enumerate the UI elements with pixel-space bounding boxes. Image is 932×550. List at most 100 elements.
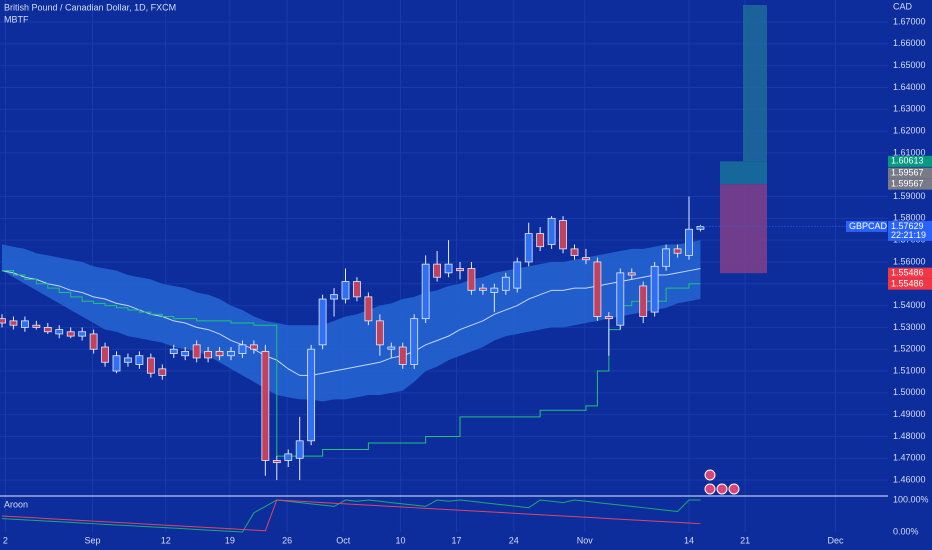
entry-label-box bbox=[888, 178, 932, 190]
candle-body bbox=[330, 294, 338, 300]
aroon-line bbox=[1, 499, 701, 532]
x-tick-label: 10 bbox=[395, 535, 405, 545]
candle-body bbox=[650, 265, 659, 313]
candle-body bbox=[238, 344, 247, 354]
y-tick-label: 1.49000 bbox=[893, 409, 926, 419]
candle-body bbox=[685, 228, 693, 256]
candle-body bbox=[673, 248, 682, 254]
candle-body bbox=[593, 261, 602, 317]
y-tick-label: 1.54000 bbox=[893, 300, 926, 310]
candle-body bbox=[101, 346, 109, 363]
candle-body bbox=[43, 326, 52, 333]
candle-body bbox=[410, 318, 419, 365]
candle-body bbox=[421, 263, 430, 320]
chart-subtitle: MBTF bbox=[4, 14, 29, 24]
candle-body bbox=[501, 276, 510, 291]
event-icon[interactable] bbox=[716, 483, 728, 495]
candle-body bbox=[467, 268, 476, 291]
candle-body bbox=[582, 257, 590, 261]
candle-body bbox=[261, 350, 270, 461]
candle-body bbox=[456, 268, 464, 272]
candle-body bbox=[192, 344, 201, 359]
x-tick-label: 21 bbox=[740, 535, 750, 545]
candle-body bbox=[616, 272, 625, 326]
event-icon[interactable] bbox=[728, 483, 740, 495]
y-tick-label: 1.61000 bbox=[893, 147, 926, 157]
y-tick-label: 1.66000 bbox=[893, 38, 926, 48]
candle-body bbox=[513, 261, 522, 289]
y-tick-label: 1.65000 bbox=[893, 60, 926, 70]
symbol-box bbox=[846, 220, 887, 232]
event-icons bbox=[704, 469, 740, 495]
candle-body bbox=[204, 350, 213, 359]
candle-body bbox=[272, 460, 281, 464]
candle-body bbox=[307, 348, 316, 442]
candle-body bbox=[444, 263, 453, 274]
stop-label: 1.55486 bbox=[891, 268, 924, 278]
entry-label: 1.59567 bbox=[891, 179, 924, 189]
y-tick-label: 1.59000 bbox=[893, 191, 926, 201]
candle-body bbox=[639, 285, 648, 317]
position-target-zone bbox=[743, 5, 767, 162]
plot bbox=[0, 5, 888, 481]
y-tick-label: 1.67000 bbox=[893, 16, 926, 26]
candle-body bbox=[181, 350, 190, 357]
x-tick-label: 2 bbox=[3, 535, 8, 545]
indicator-line bbox=[2, 270, 701, 457]
price-axis: 1.67000 1.66000 1.65000 1.64000 1.63000 1.620… bbox=[3, 16, 932, 545]
candle-body bbox=[364, 296, 373, 322]
y-tick-label: 1.47000 bbox=[893, 453, 926, 463]
stop-label-box bbox=[888, 278, 932, 290]
aroon-tick-label: 0.00% bbox=[893, 526, 919, 536]
position-profit-zone bbox=[720, 161, 767, 185]
x-tick-label: Oct bbox=[336, 535, 351, 545]
y-tick-label: 1.62000 bbox=[893, 125, 926, 135]
target-label-box bbox=[888, 155, 932, 167]
candle-body bbox=[215, 350, 224, 357]
x-tick-label: Sep bbox=[84, 535, 100, 545]
candle-body bbox=[169, 348, 178, 354]
last-price-box bbox=[888, 220, 932, 241]
candle-body bbox=[536, 233, 545, 248]
candle-body bbox=[9, 320, 18, 326]
x-tick-label: 14 bbox=[684, 535, 694, 545]
candle-body bbox=[78, 331, 87, 337]
entry-label: 1.59567 bbox=[891, 168, 924, 178]
event-icon[interactable] bbox=[704, 483, 716, 495]
y-tick-label: 1.64000 bbox=[893, 82, 926, 92]
x-tick-label: 17 bbox=[452, 535, 462, 545]
x-tick-label: 26 bbox=[282, 535, 292, 545]
candle-body bbox=[433, 263, 442, 278]
candle-body bbox=[249, 344, 258, 350]
candle-body bbox=[146, 357, 155, 374]
candle-body bbox=[318, 298, 327, 346]
aroon-pane: 100.00% 0.00% bbox=[1, 494, 929, 536]
y-tick-label: 1.58000 bbox=[893, 213, 926, 223]
candle-body bbox=[0, 318, 6, 324]
candle-body bbox=[559, 220, 567, 250]
y-tick-label: 1.53000 bbox=[893, 322, 926, 332]
candle-body bbox=[284, 453, 293, 461]
candle-body bbox=[295, 440, 304, 459]
candle-body bbox=[604, 316, 613, 320]
x-tick-label: Nov bbox=[577, 535, 594, 545]
entry-label-box bbox=[888, 167, 932, 179]
chart-title: British Pound / Canadian Dollar, 1D, FXC… bbox=[4, 2, 176, 12]
candle-body bbox=[478, 287, 487, 291]
candle-body bbox=[89, 333, 98, 350]
candle-body bbox=[227, 350, 235, 357]
aroon-line bbox=[1, 499, 701, 533]
position-stop-zone bbox=[720, 184, 767, 274]
event-icon[interactable] bbox=[704, 469, 716, 481]
x-tick-label: 12 bbox=[161, 535, 171, 545]
currency: CAD bbox=[893, 1, 913, 11]
candle-body bbox=[55, 329, 64, 335]
indicator-line bbox=[1, 268, 701, 376]
candle-body bbox=[387, 346, 396, 350]
symbol-label: GBPCAD bbox=[849, 221, 888, 231]
y-tick-label: 1.52000 bbox=[893, 344, 926, 354]
candle-body bbox=[353, 281, 361, 298]
